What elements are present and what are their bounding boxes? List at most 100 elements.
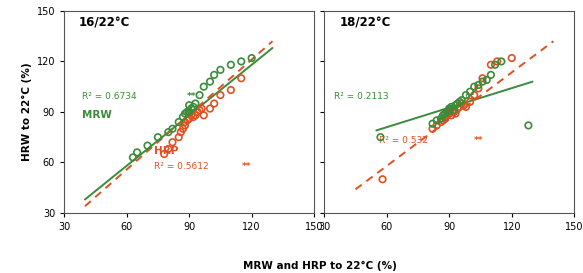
Point bbox=[453, 101, 462, 106]
Point bbox=[205, 106, 215, 111]
Point bbox=[174, 120, 184, 124]
Point bbox=[209, 73, 219, 77]
Point bbox=[189, 105, 198, 109]
Point bbox=[445, 106, 454, 111]
Point bbox=[164, 147, 173, 151]
Point bbox=[195, 93, 204, 97]
Text: R² = 0.6734: R² = 0.6734 bbox=[82, 92, 139, 101]
Point bbox=[442, 113, 452, 117]
Text: MRW: MRW bbox=[82, 110, 111, 120]
Text: **: ** bbox=[474, 136, 484, 145]
Point bbox=[442, 110, 452, 114]
Point bbox=[493, 59, 502, 64]
Point bbox=[482, 78, 491, 82]
Point bbox=[197, 106, 206, 111]
Point bbox=[445, 111, 454, 116]
Point bbox=[455, 100, 464, 104]
Y-axis label: HRW to 22°C (%): HRW to 22°C (%) bbox=[22, 63, 33, 161]
Point bbox=[187, 113, 196, 117]
Point bbox=[160, 152, 169, 156]
Point bbox=[209, 101, 219, 106]
Text: HRP: HRP bbox=[154, 146, 178, 156]
Point bbox=[451, 103, 460, 107]
Point bbox=[168, 127, 177, 131]
Point bbox=[453, 106, 462, 111]
Point bbox=[474, 83, 483, 87]
Point bbox=[455, 105, 464, 109]
Point bbox=[438, 118, 448, 123]
Text: **: ** bbox=[187, 92, 196, 101]
Point bbox=[174, 135, 184, 139]
Point bbox=[469, 93, 479, 97]
Point bbox=[132, 150, 142, 155]
Point bbox=[436, 117, 445, 121]
Point bbox=[182, 118, 192, 123]
Point bbox=[497, 59, 506, 64]
Point bbox=[199, 85, 208, 89]
Point bbox=[237, 76, 246, 81]
Point bbox=[180, 120, 189, 124]
Point bbox=[507, 56, 517, 60]
Point bbox=[461, 93, 470, 97]
Point bbox=[178, 115, 188, 119]
Point bbox=[178, 127, 188, 131]
Point bbox=[465, 100, 475, 104]
Point bbox=[191, 101, 200, 106]
Point bbox=[447, 105, 456, 109]
Point bbox=[486, 73, 496, 77]
Point bbox=[524, 123, 533, 127]
Point bbox=[451, 111, 460, 116]
Text: ns: ns bbox=[464, 92, 475, 101]
Text: R² = 0.2113: R² = 0.2113 bbox=[334, 92, 392, 101]
Point bbox=[438, 113, 448, 117]
Point bbox=[440, 111, 449, 116]
Text: R² = 0.5612: R² = 0.5612 bbox=[154, 162, 212, 171]
Text: 18/22°C: 18/22°C bbox=[339, 17, 391, 30]
Text: MRW and HRP to 22°C (%): MRW and HRP to 22°C (%) bbox=[243, 261, 396, 271]
Point bbox=[168, 140, 177, 144]
Point bbox=[445, 108, 454, 112]
Point bbox=[461, 105, 470, 109]
Point bbox=[478, 76, 487, 81]
Point bbox=[226, 88, 236, 92]
Point bbox=[457, 101, 466, 106]
Point bbox=[189, 115, 198, 119]
Point bbox=[216, 68, 225, 72]
Point bbox=[447, 113, 456, 117]
Point bbox=[237, 59, 246, 64]
Point bbox=[432, 118, 441, 123]
Point bbox=[457, 98, 466, 102]
Point bbox=[440, 115, 449, 119]
Text: **: ** bbox=[242, 162, 251, 171]
Point bbox=[247, 56, 257, 60]
Point bbox=[128, 155, 138, 159]
Point bbox=[180, 123, 189, 127]
Point bbox=[474, 86, 483, 91]
Point bbox=[216, 93, 225, 97]
Point bbox=[449, 108, 458, 112]
Point bbox=[378, 177, 387, 182]
Point bbox=[187, 106, 196, 111]
Point bbox=[428, 121, 437, 126]
Point bbox=[180, 111, 189, 116]
Point bbox=[191, 113, 200, 117]
Text: 16/22°C: 16/22°C bbox=[79, 17, 131, 30]
Point bbox=[465, 90, 475, 94]
Point bbox=[184, 111, 194, 116]
Point bbox=[436, 120, 445, 124]
Point bbox=[432, 123, 441, 127]
Point bbox=[164, 130, 173, 134]
Point bbox=[469, 85, 479, 89]
Point bbox=[182, 110, 192, 114]
Point bbox=[176, 130, 185, 134]
Point bbox=[195, 108, 204, 112]
Point bbox=[445, 110, 454, 114]
Point bbox=[226, 63, 236, 67]
Point bbox=[459, 103, 469, 107]
Point bbox=[143, 143, 152, 148]
Point bbox=[184, 103, 194, 107]
Point bbox=[184, 110, 194, 114]
Point bbox=[440, 117, 449, 121]
Point bbox=[486, 63, 496, 67]
Point bbox=[428, 127, 437, 131]
